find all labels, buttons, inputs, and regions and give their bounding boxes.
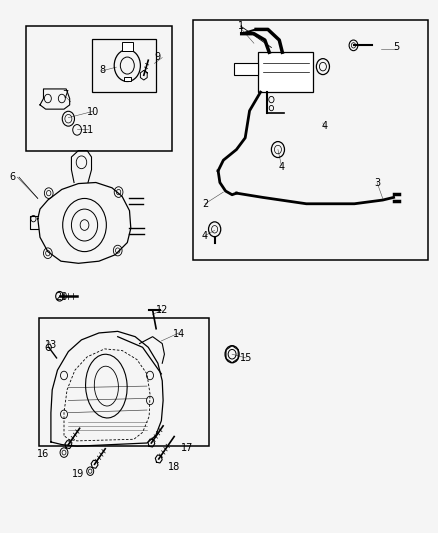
Text: 1: 1 <box>238 21 244 31</box>
Bar <box>26 26 172 151</box>
Text: 16: 16 <box>37 449 49 458</box>
Text: 17: 17 <box>181 443 194 453</box>
Bar <box>92 39 156 92</box>
Text: 11: 11 <box>82 125 94 135</box>
Text: 4: 4 <box>321 121 328 131</box>
Text: 20: 20 <box>56 292 68 302</box>
Text: 4: 4 <box>202 231 208 241</box>
Text: 12: 12 <box>156 305 169 315</box>
Text: 8: 8 <box>99 65 105 75</box>
Bar <box>39 318 208 446</box>
Bar <box>122 42 133 51</box>
Text: 5: 5 <box>393 43 399 52</box>
Text: 6: 6 <box>10 172 16 182</box>
Text: 3: 3 <box>374 177 380 188</box>
Text: 7: 7 <box>62 90 68 100</box>
Bar <box>193 20 427 260</box>
Text: 14: 14 <box>173 329 185 339</box>
Text: 18: 18 <box>168 463 180 472</box>
Bar <box>258 52 313 92</box>
Bar <box>234 63 258 75</box>
Bar <box>124 77 131 82</box>
Text: 9: 9 <box>154 52 160 61</box>
Text: 19: 19 <box>72 469 85 479</box>
Text: 2: 2 <box>202 199 208 209</box>
Text: 13: 13 <box>45 340 57 350</box>
Text: 4: 4 <box>279 161 285 172</box>
Text: 15: 15 <box>240 353 252 363</box>
Text: 10: 10 <box>87 107 99 117</box>
